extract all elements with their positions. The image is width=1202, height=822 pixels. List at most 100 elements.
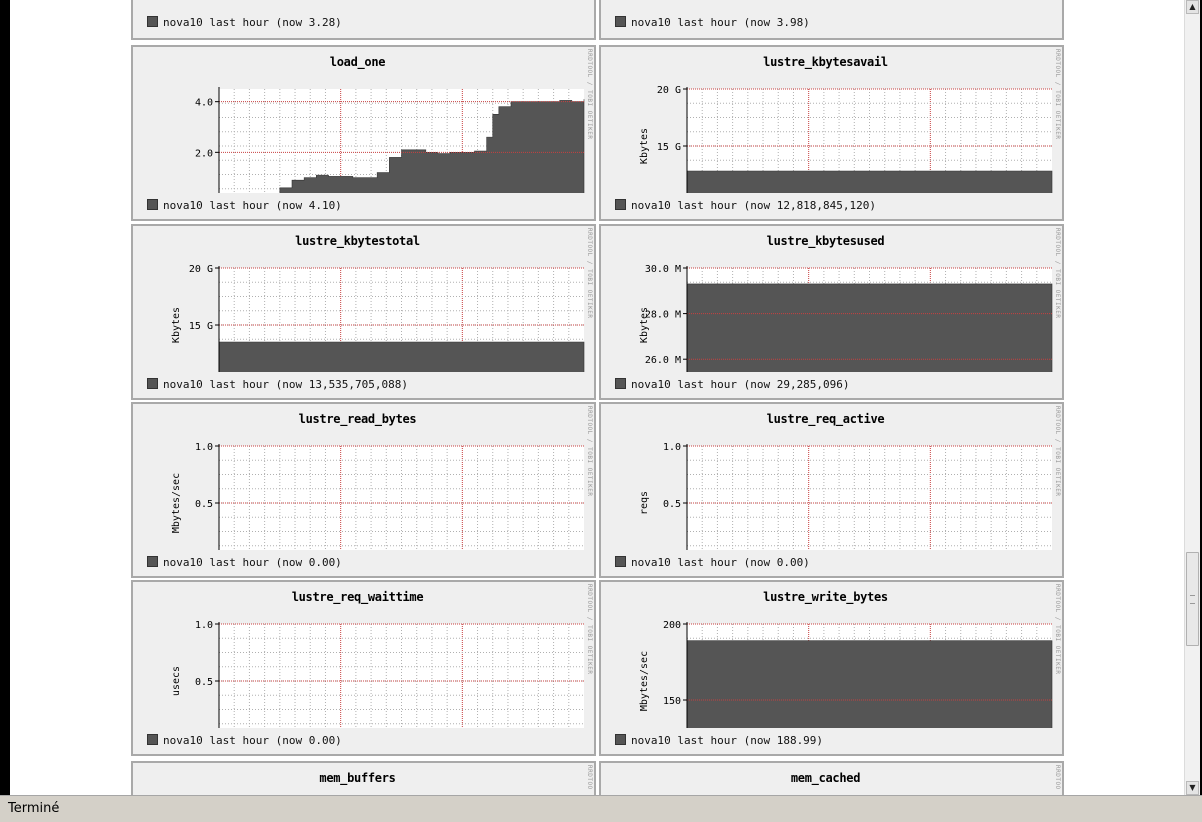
legend-text: nova10 last hour (now 0.00)	[163, 556, 342, 569]
legend-swatch	[615, 556, 626, 567]
graph-legend: nova10 last hour (now 29,285,096)	[615, 378, 850, 391]
graph-title: load_one	[329, 55, 386, 69]
graph-plot: 10 G15 G20 G09:4010:0010:20Kbytes	[171, 264, 585, 372]
y-tick-label: 2.0	[195, 148, 213, 159]
scroll-down-button[interactable]: ▼	[1186, 781, 1199, 795]
y-tick-label: 1.0	[195, 620, 213, 631]
graph-plot: 10 G15 G20 G09:4010:0010:20Kbytes	[639, 85, 1053, 193]
graph-card-lustre-read-bytes: lustre_read_bytes RRDTOOL / TOBI OETIKER 0…	[131, 402, 596, 578]
y-axis-label: reqs	[639, 491, 650, 515]
page-viewport: nova10 last hour (now 3.28) nova10 last …	[10, 0, 1184, 795]
graph-card-lustre-req-waittime: lustre_req_waittime RRDTOOL / TOBI OETIKE…	[131, 580, 596, 756]
y-tick-label: 20 G	[657, 85, 681, 96]
graph-plot: 0.00.51.009:4010:0010:20usecs	[171, 620, 584, 728]
y-axis-label: Kbytes	[639, 128, 650, 164]
scroll-up-button[interactable]: ▲	[1186, 0, 1199, 14]
graph-card-mem-buffers: mem_buffers RRDTOO	[131, 761, 596, 795]
scrollbar-thumb[interactable]	[1186, 552, 1199, 646]
legend-swatch	[615, 378, 626, 389]
legend-text: nova10 last hour (now 13,535,705,088)	[163, 378, 409, 391]
y-tick-label: 15 G	[189, 321, 213, 332]
legend-text: nova10 last hour (now 188.99)	[631, 734, 824, 747]
graph-title: lustre_write_bytes	[763, 590, 888, 604]
rrdtool-credit: RRDTOOL / TOBI OETIKER	[1054, 49, 1061, 140]
graph-card-lustre-write-bytes: lustre_write_bytes RRDTOOL / TOBI OETIKER…	[599, 580, 1064, 756]
graph-card: nova10 last hour (now 3.28)	[131, 0, 596, 40]
rrdtool-credit: RRDTOO	[586, 765, 593, 790]
graph-plot: 0.02.04.009:4010:0010:20	[195, 87, 585, 193]
legend-text: nova10 last hour (now 4.10)	[163, 199, 342, 212]
vertical-scrollbar[interactable]: ▲ ▼	[1184, 0, 1200, 795]
graph-plot: 0.00.51.009:4010:0010:20Mbytes/sec	[171, 442, 584, 550]
legend-swatch	[615, 16, 626, 27]
legend-text: nova10 last hour (now 0.00)	[163, 734, 342, 747]
legend-text: nova10 last hour (now 3.28)	[163, 16, 342, 29]
legend-swatch	[147, 734, 158, 745]
graph-title: mem_buffers	[319, 771, 396, 785]
rrdtool-credit: RRDTOO	[1054, 765, 1061, 790]
rrdtool-credit: RRDTOOL / TOBI OETIKER	[586, 584, 593, 675]
y-axis-label: Kbytes	[639, 307, 650, 343]
legend-text: nova10 last hour (now 12,818,845,120)	[631, 199, 877, 212]
y-tick-label: 20 G	[189, 264, 213, 275]
area-series-nova10	[686, 640, 1053, 728]
y-axis-label: Mbytes/sec	[171, 473, 182, 533]
graph-legend: nova10 last hour (now 188.99)	[615, 734, 823, 747]
legend-swatch	[615, 734, 626, 745]
rrdtool-credit: RRDTOOL / TOBI OETIKER	[586, 49, 593, 140]
rrdtool-credit: RRDTOOL / TOBI OETIKER	[1054, 228, 1061, 319]
legend-swatch	[147, 378, 158, 389]
rrdtool-credit: RRDTOOL / TOBI OETIKER	[586, 228, 593, 319]
y-tick-label: 1.0	[195, 442, 213, 453]
legend-text: nova10 last hour (now 3.98)	[631, 16, 810, 29]
y-tick-label: 0.5	[663, 499, 681, 510]
graph-plot: 15020009:4010:0010:20Mbytes/sec	[639, 620, 1053, 728]
graph-legend: nova10 last hour (now 0.00)	[147, 556, 342, 569]
graph-plot: 26.0 M28.0 M30.0 M09:4010:0010:20Kbytes	[639, 264, 1053, 372]
scrollbar-grip	[1190, 595, 1195, 604]
graph-legend: nova10 last hour (now 0.00)	[147, 734, 342, 747]
graph-title: lustre_req_active	[766, 412, 885, 426]
y-axis-label: Mbytes/sec	[639, 651, 650, 711]
graph-card-lustre-kbytestotal: lustre_kbytestotal RRDTOOL / TOBI OETIKER…	[131, 224, 596, 400]
status-text: Terminé	[8, 801, 60, 816]
graph-legend: nova10 last hour (now 12,818,845,120)	[615, 199, 876, 212]
status-bar: Terminé	[0, 795, 1202, 822]
y-tick-label: 26.0 M	[645, 355, 681, 366]
graph-card: nova10 last hour (now 3.98)	[599, 0, 1064, 40]
rrdtool-credit: RRDTOOL / TOBI OETIKER	[1054, 406, 1061, 497]
y-tick-label: 200	[663, 620, 681, 631]
graph-legend: nova10 last hour (now 3.28)	[147, 16, 342, 29]
graph-legend: nova10 last hour (now 4.10)	[147, 199, 342, 212]
rrdtool-credit: RRDTOOL / TOBI OETIKER	[586, 406, 593, 497]
area-series-nova10	[218, 341, 585, 372]
graph-title: lustre_kbytesavail	[763, 55, 888, 69]
graph-legend: nova10 last hour (now 3.98)	[615, 16, 810, 29]
y-tick-label: 30.0 M	[645, 264, 681, 275]
graph-card-lustre-req-active: lustre_req_active RRDTOOL / TOBI OETIKER 0…	[599, 402, 1064, 578]
y-tick-label: 0.5	[195, 677, 213, 688]
y-tick-label: 28.0 M	[645, 310, 681, 321]
area-series-nova10	[686, 170, 1053, 193]
legend-swatch	[147, 199, 158, 210]
graph-card-mem-cached: mem_cached RRDTOO	[599, 761, 1064, 795]
graph-title: mem_cached	[790, 771, 861, 785]
y-tick-label: 4.0	[195, 98, 213, 109]
legend-text: nova10 last hour (now 0.00)	[631, 556, 810, 569]
rrdtool-credit: RRDTOOL / TOBI OETIKER	[1054, 584, 1061, 675]
graph-title: lustre_req_waittime	[291, 590, 424, 604]
graph-legend: nova10 last hour (now 13,535,705,088)	[147, 378, 408, 391]
y-tick-label: 15 G	[657, 142, 681, 153]
y-axis-label: usecs	[171, 666, 182, 696]
legend-swatch	[147, 556, 158, 567]
graph-title: lustre_kbytestotal	[295, 234, 420, 248]
y-axis-label: Kbytes	[171, 307, 182, 343]
graph-plot: 0.00.51.009:4010:0010:20reqs	[639, 442, 1052, 550]
legend-swatch	[615, 199, 626, 210]
y-tick-label: 0.5	[195, 499, 213, 510]
legend-text: nova10 last hour (now 29,285,096)	[631, 378, 850, 391]
graph-card-lustre-kbytesused: lustre_kbytesused RRDTOOL / TOBI OETIKER 2…	[599, 224, 1064, 400]
graph-legend: nova10 last hour (now 0.00)	[615, 556, 810, 569]
